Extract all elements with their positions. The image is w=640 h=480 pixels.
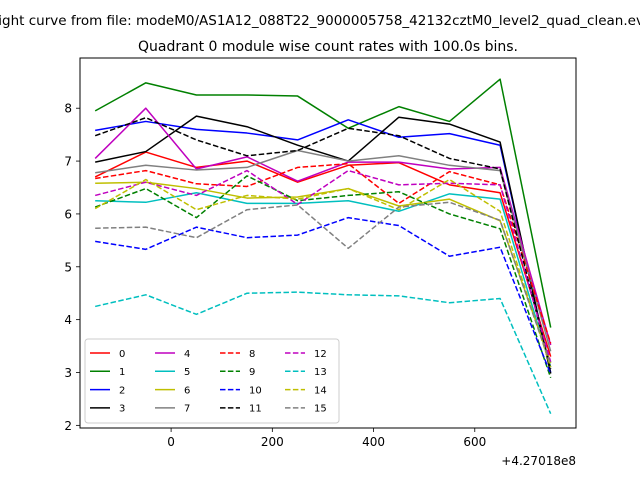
- legend-label-12: 12: [314, 349, 327, 360]
- y-tick-label: 2: [64, 419, 72, 433]
- legend-label-7: 7: [184, 404, 190, 415]
- y-tick-label: 5: [64, 260, 72, 274]
- series-line-7: [95, 149, 552, 352]
- legend-box: [84, 338, 340, 424]
- series-line-9: [94, 175, 552, 379]
- legend-label-6: 6: [184, 385, 190, 396]
- legend-label-11: 11: [249, 404, 262, 415]
- series-line-1: [94, 78, 552, 328]
- legend-label-13: 13: [314, 367, 327, 378]
- series-line-13: [95, 291, 552, 415]
- y-tick-label: 4: [64, 313, 72, 327]
- series-line-12: [94, 169, 552, 363]
- series-line-15: [95, 201, 552, 365]
- plot-frame: [79, 57, 577, 429]
- chart-title: Quadrant 0 module wise count rates with …: [138, 39, 518, 55]
- legend-label-15: 15: [314, 404, 327, 415]
- legend-label-4: 4: [184, 349, 190, 360]
- series-line-2: [95, 119, 552, 373]
- legend-label-10: 10: [249, 385, 262, 396]
- y-tick-label: 8: [64, 102, 72, 116]
- series-line-6: [95, 181, 552, 364]
- series-line-11: [94, 116, 552, 369]
- x-axis: 0 200 400 600: [167, 428, 486, 449]
- series-layer: [94, 78, 552, 415]
- series-line-10: [95, 216, 552, 375]
- legend-label-9: 9: [249, 367, 255, 378]
- legend-label-3: 3: [119, 404, 125, 415]
- legend-label-0: 0: [119, 349, 125, 360]
- figure-suptitle: Light curve from file: modeM0/AS1A12_088…: [0, 13, 640, 29]
- x-tick-label: 400: [362, 435, 385, 449]
- series-line-0: [94, 151, 552, 357]
- x-tick-label: 200: [261, 435, 284, 449]
- legend-label-2: 2: [119, 385, 125, 396]
- x-tick-label: 0: [167, 435, 175, 449]
- legend-label-1: 1: [119, 367, 125, 378]
- y-tick-label: 7: [64, 155, 72, 169]
- x-axis-offset-text: +4.27018e8: [501, 454, 576, 468]
- legend-label-5: 5: [184, 367, 190, 378]
- y-tick-label: 6: [64, 207, 72, 221]
- series-line-5: [95, 192, 552, 368]
- series-line-8: [95, 162, 552, 344]
- legend-label-14: 14: [314, 385, 327, 396]
- series-line-3: [95, 115, 552, 374]
- series-line-14: [94, 178, 552, 368]
- legend-label-8: 8: [249, 349, 255, 360]
- x-tick-label: 600: [463, 435, 486, 449]
- y-axis: 2 3 4 5 6 7 8: [64, 102, 80, 433]
- y-tick-label: 3: [64, 366, 72, 380]
